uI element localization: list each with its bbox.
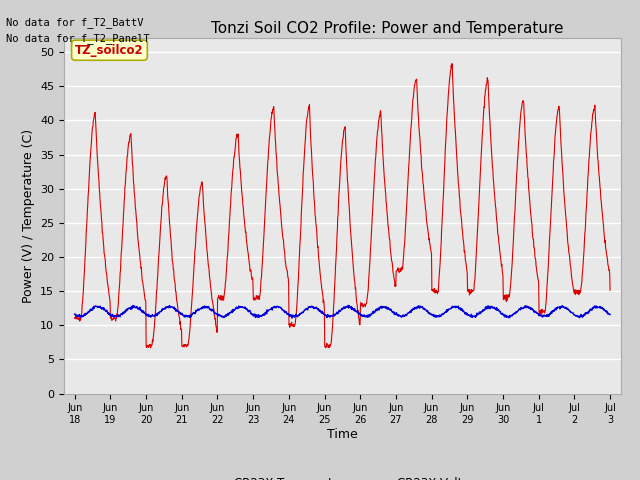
Text: No data for f_T2_BattV: No data for f_T2_BattV	[6, 17, 144, 28]
Legend: CR23X Temperature, CR23X Voltage: CR23X Temperature, CR23X Voltage	[196, 472, 489, 480]
Title: Tonzi Soil CO2 Profile: Power and Temperature: Tonzi Soil CO2 Profile: Power and Temper…	[211, 21, 563, 36]
Text: No data for f_T2_PanelT: No data for f_T2_PanelT	[6, 33, 150, 44]
Text: TZ_soilco2: TZ_soilco2	[75, 44, 144, 57]
X-axis label: Time: Time	[327, 428, 358, 441]
Y-axis label: Power (V) / Temperature (C): Power (V) / Temperature (C)	[22, 129, 35, 303]
